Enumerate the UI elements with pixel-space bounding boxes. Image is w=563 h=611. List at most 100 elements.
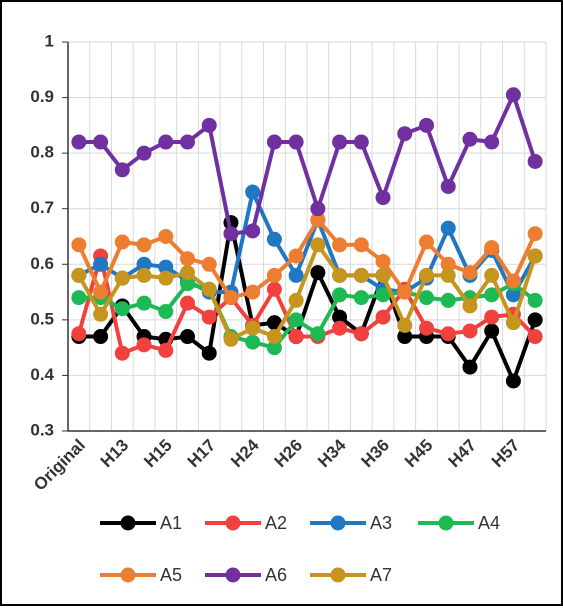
data-point (527, 226, 543, 242)
data-point (484, 240, 500, 256)
data-point (332, 320, 348, 336)
data-point (158, 134, 174, 150)
y-tick-label: 1 (45, 31, 54, 50)
data-point (397, 329, 413, 345)
series-line (78, 89, 538, 236)
data-point (505, 373, 521, 389)
legend-label: A3 (370, 513, 392, 533)
data-point (440, 267, 456, 283)
data-point (419, 290, 434, 306)
legend-label: A6 (265, 565, 287, 585)
data-point (375, 254, 391, 270)
data-point (136, 295, 152, 311)
data-point (419, 320, 434, 336)
data-point (332, 134, 348, 150)
data-point (397, 126, 413, 142)
data-point (288, 248, 304, 264)
data-point (419, 117, 434, 133)
data-point (332, 309, 348, 325)
data-point (288, 292, 304, 308)
data-point (375, 190, 391, 206)
data-point (440, 178, 456, 194)
data-point (440, 220, 456, 236)
data-point (223, 331, 239, 347)
data-point (462, 131, 478, 147)
data-point (375, 267, 391, 283)
data-point (114, 270, 130, 286)
data-point (527, 329, 543, 345)
y-tick-label: 0.9 (30, 87, 54, 106)
data-point (93, 284, 109, 300)
data-point (484, 309, 500, 325)
data-point (201, 345, 217, 361)
data-point (505, 315, 521, 331)
data-point (201, 256, 217, 272)
data-point (288, 312, 304, 328)
data-point (288, 134, 304, 150)
y-tick-label: 0.5 (30, 309, 54, 328)
data-point (462, 359, 478, 375)
data-point (223, 290, 239, 306)
data-point (71, 290, 87, 306)
legend-label: A2 (265, 513, 287, 533)
data-point (419, 234, 434, 250)
data-point (332, 237, 348, 253)
legend-marker (225, 567, 241, 583)
legend-marker (225, 515, 241, 531)
data-point (180, 329, 195, 345)
data-point (223, 226, 239, 242)
series-line (78, 281, 537, 350)
data-point (201, 117, 217, 133)
legend-label: A1 (160, 513, 182, 533)
data-point (158, 270, 174, 286)
legend-label: A7 (370, 565, 392, 585)
data-point (527, 312, 543, 328)
legend-marker (330, 515, 346, 531)
data-point (484, 267, 500, 283)
data-point (353, 326, 369, 342)
data-point (527, 248, 543, 264)
data-point (484, 323, 500, 339)
data-point (180, 251, 195, 267)
data-point (484, 287, 500, 303)
data-point (136, 267, 152, 283)
legend-label: A4 (478, 513, 500, 533)
data-point (462, 323, 478, 339)
data-point (419, 267, 434, 283)
data-point (353, 237, 369, 253)
data-point (353, 134, 369, 150)
data-point (114, 234, 130, 250)
data-point (245, 184, 261, 200)
legend-label: A5 (160, 565, 182, 585)
series-line (77, 240, 538, 343)
data-point (201, 309, 217, 325)
legend-marker (120, 567, 136, 583)
series-line (78, 222, 538, 387)
data-point (266, 329, 282, 345)
data-point (245, 223, 261, 239)
data-point (332, 287, 348, 303)
series-line (77, 216, 537, 300)
data-point (93, 256, 109, 272)
data-point (245, 334, 261, 350)
data-point (505, 273, 521, 289)
data-point (158, 259, 174, 275)
data-point (505, 287, 521, 303)
data-point (288, 329, 304, 345)
data-point (462, 265, 478, 281)
data-point (158, 342, 174, 358)
data-point (310, 201, 326, 217)
data-point (158, 229, 174, 244)
data-point (484, 134, 500, 150)
y-tick-label: 0.3 (30, 420, 54, 439)
data-point (114, 162, 130, 178)
data-point (310, 212, 326, 228)
data-point (180, 134, 195, 150)
data-point (158, 304, 174, 320)
data-point (93, 134, 109, 150)
data-point (71, 134, 87, 150)
data-point (310, 326, 326, 342)
data-point (93, 329, 109, 345)
y-tick-label: 0.6 (30, 254, 54, 273)
